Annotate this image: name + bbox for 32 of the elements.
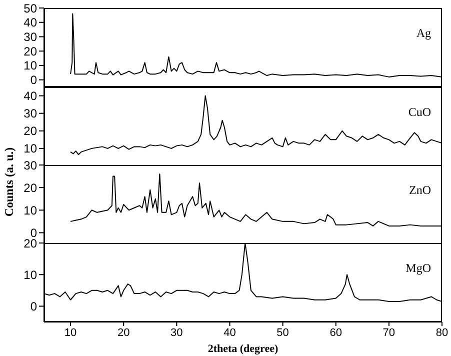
y-tick-label: 30: [24, 30, 38, 44]
x-tick-label: 20: [117, 326, 130, 339]
line-series: [70, 174, 442, 226]
y-tick-label: 0: [30, 73, 38, 88]
x-tick-label: 10: [64, 326, 77, 339]
y-tick-label: 30: [24, 158, 38, 172]
y-axis-title: Counts (a. u.): [2, 147, 16, 217]
y-tick-label: 30: [24, 106, 38, 121]
y-tick-label: 10: [24, 142, 38, 156]
y-tick-label: 40: [24, 89, 38, 104]
x-tick-label: 40: [224, 326, 236, 339]
series-label: MgO: [406, 261, 431, 276]
y-tick-label: 40: [24, 16, 38, 30]
y-tick-label: 20: [24, 44, 38, 58]
line-series: [70, 95, 442, 156]
series-label: CuO: [408, 105, 431, 120]
x-axis-title: 2theta (degree): [208, 343, 279, 355]
text: Ag: [416, 26, 431, 41]
x-tick-label: 70: [382, 326, 396, 339]
y-tick-label: 10: [24, 203, 38, 218]
x-tick-label: 30: [170, 326, 183, 339]
y-tick-label: 0: [30, 299, 38, 314]
x-tick-label: 80: [436, 326, 448, 339]
y-tick-label: 20: [24, 180, 38, 195]
y-tick-label: 10: [24, 268, 38, 282]
y-tick-label: 50: [24, 1, 38, 16]
y-tick-label: 20: [24, 124, 38, 138]
y-tick-label: 10: [24, 58, 38, 73]
x-tick-label: 60: [330, 326, 342, 339]
line-series: [70, 13, 442, 78]
text: ZnO: [409, 183, 431, 198]
x-tick-label: 50: [276, 326, 289, 339]
